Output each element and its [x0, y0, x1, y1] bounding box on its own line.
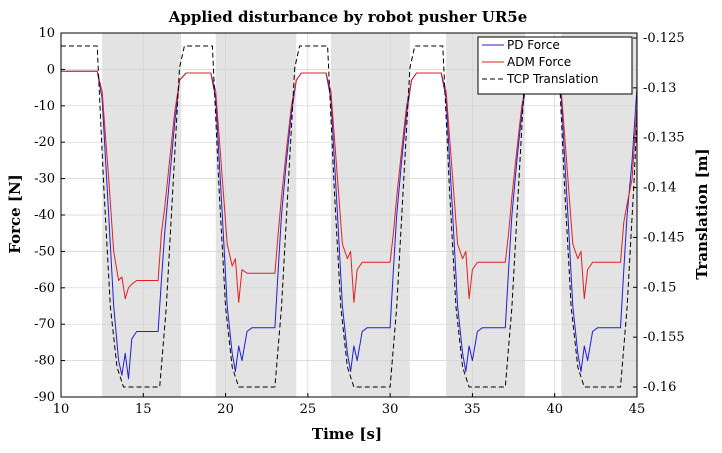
x-tick-label-2: 20 [217, 402, 234, 417]
y-left-tick-label-0: 10 [38, 26, 55, 41]
y-right-tick-labels: -0.125 -0.13 -0.135 -0.14 -0.145 -0.15 -0.155 -… [633, 31, 685, 395]
y-right-tick-label-5: -0.15 [643, 280, 676, 295]
legend: PD Force ADM Force TCP Translation [477, 36, 633, 95]
y-right-tick-label-4: -0.145 [643, 230, 685, 245]
legend-label-1: ADM Force [507, 55, 571, 69]
y-left-tick-label-8: -70 [34, 317, 55, 332]
y-right-tick-label-6: -0.155 [643, 330, 685, 345]
y-right-tick-label-1: -0.13 [643, 81, 676, 96]
y-left-tick-label-9: -80 [34, 354, 55, 369]
x-tick-label-5: 35 [464, 402, 481, 417]
y-right-tick-label-7: -0.16 [643, 380, 676, 395]
y-right-tick-label-0: -0.125 [643, 31, 685, 46]
chart-title: Applied disturbance by robot pusher UR5e [168, 8, 528, 26]
x-tick-label-4: 30 [382, 402, 399, 417]
legend-label-0: PD Force [507, 38, 560, 52]
y-left-tick-label-7: -60 [34, 281, 55, 296]
y-left-axis-label: Force [N] [6, 174, 24, 254]
x-tick-label-3: 25 [300, 402, 317, 417]
x-tick-label-1: 15 [135, 402, 152, 417]
x-tick-label-7: 45 [629, 402, 646, 417]
x-tick-label-0: 10 [53, 402, 70, 417]
y-right-tick-label-2: -0.135 [643, 131, 685, 146]
y-left-tick-label-4: -30 [34, 172, 55, 187]
y-right-tick-label-3: -0.14 [643, 181, 676, 196]
x-axis-label: Time [s] [312, 425, 382, 443]
x-tick-labels: 10 15 20 25 30 35 40 45 [53, 393, 646, 417]
y-left-tick-label-1: 0 [47, 62, 55, 77]
legend-label-2: TCP Translation [506, 72, 598, 86]
y-left-tick-label-10: -90 [34, 390, 55, 405]
y-right-axis-label: Translation [m] [693, 148, 711, 279]
y-left-tick-label-6: -50 [34, 244, 55, 259]
y-left-tick-label-3: -20 [34, 135, 55, 150]
y-left-tick-label-2: -10 [34, 99, 55, 114]
y-left-tick-label-5: -40 [34, 208, 55, 223]
legend-box [477, 36, 633, 95]
y-left-tick-labels: 10 0 -10 -20 -30 -40 -50 -60 -70 -80 -90 [34, 26, 65, 405]
x-tick-label-6: 40 [546, 402, 563, 417]
